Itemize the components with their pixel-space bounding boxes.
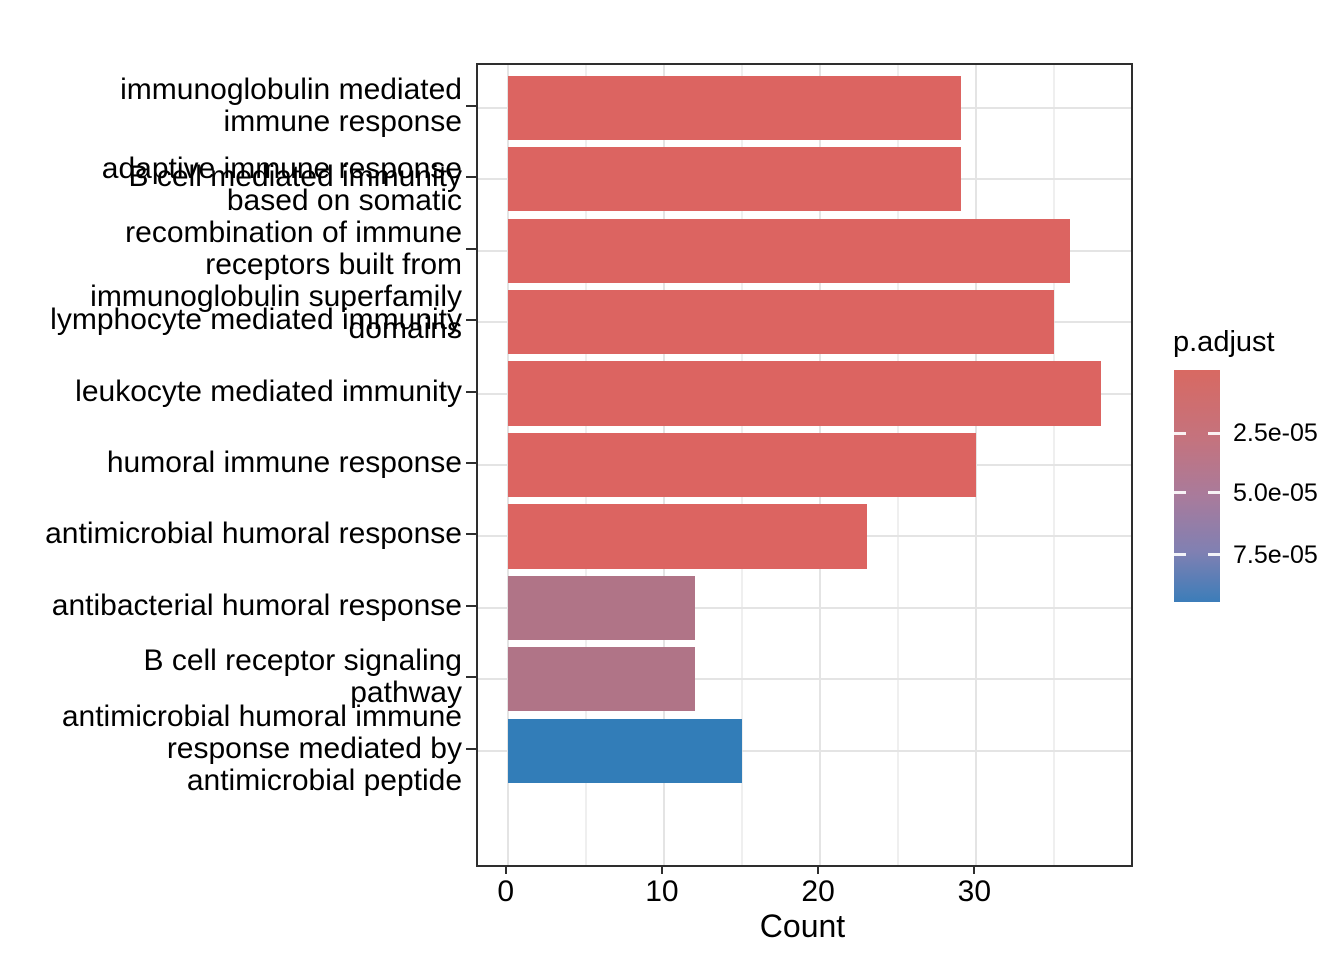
gridline-horizontal-major bbox=[478, 749, 1131, 752]
y-axis-label: antibacterial humoral response bbox=[51, 588, 462, 622]
legend-tick-label: 5.0e-05 bbox=[1233, 478, 1318, 507]
y-tick bbox=[466, 319, 476, 322]
y-tick bbox=[466, 176, 476, 179]
y-tick bbox=[466, 247, 476, 250]
x-tick-label: 0 bbox=[497, 875, 515, 908]
y-axis-label: humoral immune response bbox=[106, 446, 462, 479]
y-tick bbox=[466, 390, 476, 393]
bar bbox=[507, 361, 1102, 426]
legend-tick-mark bbox=[1174, 553, 1186, 557]
y-axis-label: antimicrobial humoral response bbox=[45, 517, 462, 551]
y-tick bbox=[466, 676, 476, 679]
y-axis-label: antimicrobial humoral immune response med… bbox=[61, 699, 462, 797]
x-tick bbox=[817, 865, 820, 874]
legend-gradient-bar bbox=[1174, 370, 1220, 602]
y-axis-label: lymphocyte mediated immunity bbox=[50, 303, 462, 337]
bar bbox=[507, 575, 696, 640]
y-tick bbox=[466, 462, 476, 464]
y-axis-label: B cell mediated immunity bbox=[128, 160, 462, 194]
legend-tick-label: 7.5e-05 bbox=[1233, 540, 1318, 569]
y-axis-label: immunoglobulin mediated immune response bbox=[120, 72, 462, 138]
bar bbox=[507, 147, 961, 212]
legend-tick-mark bbox=[1208, 431, 1220, 435]
legend-tick-mark bbox=[1208, 553, 1220, 557]
bar bbox=[507, 75, 961, 140]
bar bbox=[507, 218, 1071, 283]
x-tick-label: 10 bbox=[645, 875, 679, 908]
legend-tick-mark bbox=[1174, 431, 1186, 435]
y-axis-label: leukocyte mediated immunity bbox=[75, 374, 462, 408]
gridline-horizontal-major bbox=[478, 678, 1131, 681]
legend-tick-mark bbox=[1208, 491, 1220, 495]
x-tick bbox=[504, 865, 507, 874]
y-tick bbox=[466, 533, 476, 536]
x-tick bbox=[660, 865, 663, 874]
y-tick bbox=[466, 104, 476, 107]
bar bbox=[507, 647, 696, 712]
gridline-horizontal-major bbox=[478, 606, 1131, 609]
y-tick bbox=[466, 747, 476, 750]
legend-tick-mark bbox=[1174, 491, 1186, 495]
y-tick bbox=[466, 604, 476, 607]
x-tick bbox=[973, 865, 976, 874]
bar bbox=[507, 432, 977, 498]
x-tick-label: 20 bbox=[801, 875, 835, 908]
y-axis-label: B cell receptor signaling pathway bbox=[143, 644, 462, 710]
bar bbox=[507, 290, 1055, 355]
x-axis-title: Count bbox=[759, 908, 846, 944]
bar bbox=[507, 504, 867, 569]
plot-panel bbox=[476, 63, 1133, 867]
x-tick-label: 30 bbox=[957, 875, 992, 908]
legend-title: p.adjust bbox=[1173, 326, 1275, 358]
y-axis-label: adaptive immune response based on somatic… bbox=[90, 151, 462, 345]
bar bbox=[507, 718, 742, 783]
legend-tick-label: 2.5e-05 bbox=[1233, 419, 1318, 448]
